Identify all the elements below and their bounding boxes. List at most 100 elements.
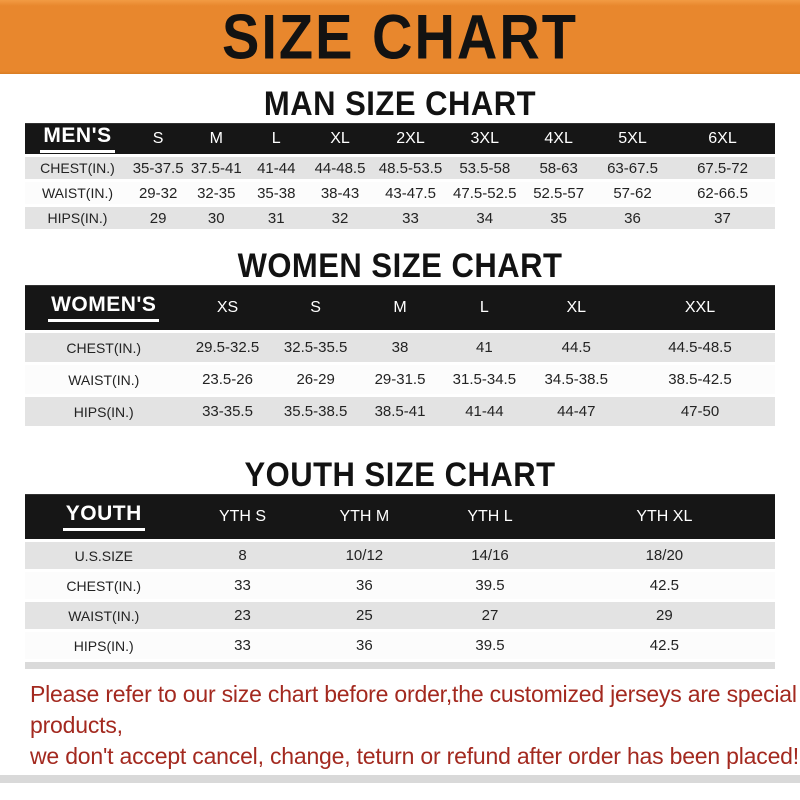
mens-table-label: MEN'S bbox=[25, 123, 130, 154]
table-cell: 29-31.5 bbox=[358, 365, 442, 394]
table-cell: 35.5-38.5 bbox=[272, 397, 359, 426]
size-col-header: S bbox=[130, 123, 187, 154]
table-cell: 31 bbox=[246, 207, 307, 229]
table-cell: 29.5-32.5 bbox=[182, 333, 273, 362]
table-cell: 42.5 bbox=[553, 632, 775, 659]
table-cell: 33 bbox=[182, 632, 303, 659]
table-cell: 32-35 bbox=[186, 182, 247, 204]
table-row-waist: WAIST(IN.) 23 25 27 29 bbox=[25, 602, 775, 629]
size-col-header: YTH L bbox=[426, 494, 554, 539]
row-label: U.S.SIZE bbox=[25, 542, 183, 569]
table-cell: 58-63 bbox=[522, 157, 595, 179]
youth-table-bottom-strip bbox=[25, 662, 775, 669]
table-cell: 41-44 bbox=[246, 157, 307, 179]
table-cell: 43-47.5 bbox=[373, 182, 448, 204]
row-label: WAIST(IN.) bbox=[25, 365, 183, 394]
table-cell: 38-43 bbox=[306, 182, 374, 204]
size-chart-banner: SIZE CHART bbox=[0, 0, 800, 74]
size-col-header: M bbox=[358, 285, 442, 330]
table-cell: 34 bbox=[447, 207, 523, 229]
size-col-header: YTH M bbox=[302, 494, 427, 539]
table-cell: 33-35.5 bbox=[182, 397, 273, 426]
table-cell: 35-37.5 bbox=[130, 157, 187, 179]
table-cell: 32 bbox=[306, 207, 374, 229]
table-row-us-size: U.S.SIZE 8 10/12 14/16 18/20 bbox=[25, 542, 775, 569]
table-cell: 29 bbox=[130, 207, 187, 229]
table-cell: 36 bbox=[302, 632, 427, 659]
banner-title: SIZE CHART bbox=[222, 1, 578, 72]
table-cell: 37.5-41 bbox=[186, 157, 247, 179]
youth-header-row: YOUTH YTH S YTH M YTH L YTH XL bbox=[25, 494, 775, 539]
row-label: WAIST(IN.) bbox=[25, 182, 130, 204]
table-cell: 47-50 bbox=[625, 397, 775, 426]
table-cell: 38.5-41 bbox=[358, 397, 442, 426]
table-cell: 41-44 bbox=[441, 397, 528, 426]
size-col-header: XS bbox=[182, 285, 273, 330]
table-row-hips: HIPS(IN.) 33 36 39.5 42.5 bbox=[25, 632, 775, 659]
table-cell: 48.5-53.5 bbox=[373, 157, 448, 179]
table-cell: 36 bbox=[302, 572, 427, 599]
size-col-header: YTH S bbox=[182, 494, 303, 539]
womens-table-label: WOMEN'S bbox=[25, 285, 183, 330]
table-cell: 36 bbox=[595, 207, 670, 229]
table-cell: 38 bbox=[358, 333, 442, 362]
table-cell: 52.5-57 bbox=[522, 182, 595, 204]
mens-header-row: MEN'S S M L XL 2XL 3XL 4XL 5XL 6XL bbox=[25, 123, 775, 154]
table-cell: 41 bbox=[441, 333, 528, 362]
mens-size-table: MEN'S S M L XL 2XL 3XL 4XL 5XL 6XL CHEST… bbox=[25, 120, 775, 232]
man-section-title: MAN SIZE CHART bbox=[263, 83, 537, 124]
table-cell: 32.5-35.5 bbox=[272, 333, 359, 362]
footer-note-line1: Please refer to our size chart before or… bbox=[30, 681, 797, 738]
table-cell: 37 bbox=[670, 207, 775, 229]
womens-size-table: WOMEN'S XS S M L XL XXL CHEST(IN.) 29.5-… bbox=[25, 282, 775, 429]
table-cell: 44-48.5 bbox=[306, 157, 374, 179]
table-row-chest: CHEST(IN.) 35-37.5 37.5-41 41-44 44-48.5… bbox=[25, 157, 775, 179]
table-row-hips: HIPS(IN.) 29 30 31 32 33 34 35 36 37 bbox=[25, 207, 775, 229]
table-cell: 39.5 bbox=[426, 572, 554, 599]
womens-header-row: WOMEN'S XS S M L XL XXL bbox=[25, 285, 775, 330]
size-col-header: M bbox=[186, 123, 247, 154]
table-cell: 35-38 bbox=[246, 182, 307, 204]
table-cell: 57-62 bbox=[595, 182, 670, 204]
table-cell: 44.5 bbox=[527, 333, 625, 362]
row-label: WAIST(IN.) bbox=[25, 602, 183, 629]
size-col-header: S bbox=[272, 285, 359, 330]
table-cell: 30 bbox=[186, 207, 247, 229]
table-row-chest: CHEST(IN.) 29.5-32.5 32.5-35.5 38 41 44.… bbox=[25, 333, 775, 362]
footer-note-line2: we don't accept cancel, change, teturn o… bbox=[30, 743, 799, 769]
size-col-header: 5XL bbox=[595, 123, 670, 154]
row-label: CHEST(IN.) bbox=[25, 572, 183, 599]
row-label: CHEST(IN.) bbox=[25, 333, 183, 362]
size-col-header: YTH XL bbox=[553, 494, 775, 539]
table-cell: 35 bbox=[522, 207, 595, 229]
size-col-header: 2XL bbox=[373, 123, 448, 154]
table-cell: 44.5-48.5 bbox=[625, 333, 775, 362]
row-label: HIPS(IN.) bbox=[25, 397, 183, 426]
size-col-header: XXL bbox=[625, 285, 775, 330]
table-row-waist: WAIST(IN.) 29-32 32-35 35-38 38-43 43-47… bbox=[25, 182, 775, 204]
table-cell: 39.5 bbox=[426, 632, 554, 659]
size-col-header: 6XL bbox=[670, 123, 775, 154]
table-row-waist: WAIST(IN.) 23.5-26 26-29 29-31.5 31.5-34… bbox=[25, 365, 775, 394]
table-cell: 44-47 bbox=[527, 397, 625, 426]
size-col-header: XL bbox=[527, 285, 625, 330]
row-label: CHEST(IN.) bbox=[25, 157, 130, 179]
table-cell: 38.5-42.5 bbox=[625, 365, 775, 394]
table-row-chest: CHEST(IN.) 33 36 39.5 42.5 bbox=[25, 572, 775, 599]
table-cell: 23 bbox=[182, 602, 303, 629]
table-cell: 27 bbox=[426, 602, 554, 629]
table-row-hips: HIPS(IN.) 33-35.5 35.5-38.5 38.5-41 41-4… bbox=[25, 397, 775, 426]
table-cell: 34.5-38.5 bbox=[527, 365, 625, 394]
size-col-header: XL bbox=[306, 123, 374, 154]
footer-note: Please refer to our size chart before or… bbox=[30, 679, 800, 772]
youth-section-title: YOUTH SIZE CHART bbox=[244, 454, 556, 495]
table-cell: 26-29 bbox=[272, 365, 359, 394]
youth-size-table: YOUTH YTH S YTH M YTH L YTH XL U.S.SIZE … bbox=[25, 491, 775, 662]
table-cell: 10/12 bbox=[302, 542, 427, 569]
table-cell: 14/16 bbox=[426, 542, 554, 569]
women-section-title: WOMEN SIZE CHART bbox=[237, 245, 563, 286]
table-cell: 29 bbox=[553, 602, 775, 629]
youth-table-label: YOUTH bbox=[25, 494, 183, 539]
size-col-header: L bbox=[246, 123, 307, 154]
size-col-header: L bbox=[441, 285, 528, 330]
